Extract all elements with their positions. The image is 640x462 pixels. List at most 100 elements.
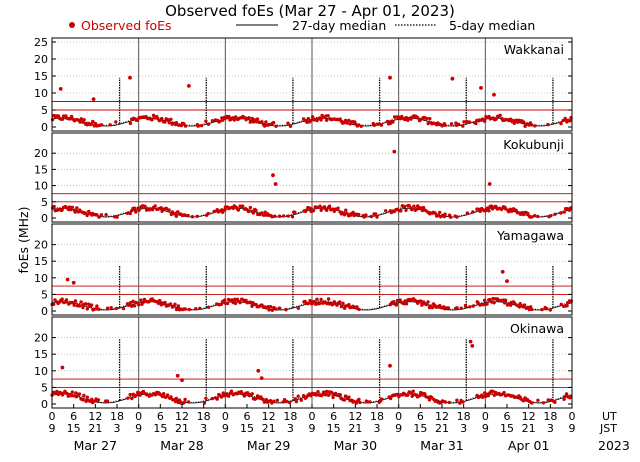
- observed-point: [81, 305, 85, 310]
- observed-point: [559, 302, 563, 306]
- observed-point: [229, 389, 234, 393]
- observed-point: [388, 396, 393, 401]
- observed-point: [384, 209, 388, 213]
- observed-point: [223, 208, 227, 212]
- observed-point: [186, 213, 190, 218]
- observed-point: [480, 117, 485, 121]
- observed-point: [127, 303, 131, 307]
- observed-point: [314, 393, 319, 397]
- jst-tick-label: 15: [67, 422, 81, 435]
- observed-point: [510, 209, 514, 213]
- observed-point: [375, 215, 379, 219]
- observed-point: [67, 117, 72, 121]
- observed-point: [248, 300, 252, 304]
- observed-point: [105, 399, 110, 403]
- observed-point: [220, 210, 225, 214]
- observed-point: [182, 400, 186, 405]
- observed-point: [536, 398, 540, 402]
- y-axis-label: foEs (MHz): [16, 207, 31, 274]
- observed-point: [310, 115, 315, 119]
- observed-point: [293, 210, 297, 214]
- date-label: Mar 28: [160, 438, 204, 453]
- observed-point: [277, 306, 282, 310]
- y-tick-label: 20: [34, 53, 48, 66]
- observed-point: [509, 303, 513, 307]
- ut-unit-label: UT: [602, 410, 617, 423]
- observed-point: [483, 119, 487, 123]
- legend: Observed foEs 27-day median 5-day median: [69, 18, 535, 33]
- ut-tick-label: 0: [135, 410, 142, 423]
- observed-point: [410, 207, 414, 212]
- observed-point: [78, 120, 82, 124]
- observed-point: [85, 307, 90, 311]
- observed-point: [419, 299, 423, 303]
- panel-yamagawa: 0 5 10 15 20 Yamagawa: [34, 223, 573, 318]
- observed-point: [465, 119, 469, 124]
- observed-point: [175, 373, 180, 378]
- observed-point: [324, 118, 329, 122]
- observed-point: [487, 182, 492, 186]
- observed-point: [256, 368, 261, 373]
- observed-point: [568, 119, 572, 123]
- observed-point: [447, 400, 451, 405]
- observed-point: [206, 122, 211, 126]
- observed-point: [121, 306, 126, 311]
- observed-point: [450, 76, 455, 81]
- observed-point: [423, 392, 427, 396]
- observed-point: [262, 124, 267, 128]
- observed-point: [134, 393, 138, 398]
- observed-point: [71, 280, 76, 285]
- observed-point: [344, 208, 348, 212]
- observed-point: [471, 210, 475, 214]
- observed-point: [379, 123, 384, 127]
- observed-point: [52, 302, 56, 306]
- observed-point: [489, 204, 494, 208]
- ut-tick-label: 12: [262, 410, 276, 423]
- observed-point: [415, 115, 420, 120]
- observed-point: [60, 365, 65, 370]
- observed-point: [129, 304, 134, 308]
- panel-kokubunji: 0 5 10 15 20 Kokubunji: [34, 132, 573, 225]
- observed-point: [409, 391, 413, 395]
- observed-point: [83, 211, 88, 215]
- jst-tick-label: 3: [114, 422, 121, 435]
- observed-point: [342, 398, 347, 402]
- observed-point: [491, 389, 495, 393]
- observed-point: [521, 120, 526, 124]
- observed-point: [225, 301, 230, 306]
- observed-point: [485, 206, 490, 210]
- observed-point: [404, 208, 408, 212]
- observed-point: [248, 120, 252, 124]
- jst-tick-label: 15: [240, 422, 254, 435]
- observed-point: [443, 212, 447, 216]
- observed-point: [160, 116, 164, 121]
- observed-point: [270, 215, 274, 219]
- observed-point: [96, 398, 101, 402]
- observed-point: [259, 376, 264, 380]
- observed-point: [94, 307, 98, 311]
- observed-point: [455, 306, 459, 310]
- observed-point: [250, 304, 254, 308]
- observed-point: [250, 392, 254, 396]
- observed-point: [238, 300, 242, 305]
- observed-point: [204, 119, 208, 123]
- observed-point: [60, 297, 64, 301]
- observed-point: [436, 213, 440, 218]
- y-tick-label: 15: [34, 70, 48, 83]
- observed-point: [372, 123, 377, 128]
- observed-point: [233, 297, 237, 301]
- panel-wakkanai: 0 5 10 15 20 25 Wakkanai: [34, 36, 573, 134]
- observed-point: [494, 117, 498, 121]
- observed-point: [356, 123, 361, 127]
- observed-point: [540, 307, 544, 312]
- observed-point: [402, 302, 406, 306]
- jst-tick-label: 9: [569, 422, 576, 435]
- observed-point: [174, 121, 179, 125]
- station-label: Yamagawa: [496, 228, 564, 243]
- y-tick-label: 15: [34, 163, 48, 176]
- observed-point: [206, 211, 210, 216]
- observed-point: [559, 211, 563, 215]
- date-label: Mar 27: [74, 438, 117, 453]
- observed-point: [518, 395, 522, 399]
- observed-point: [85, 395, 90, 399]
